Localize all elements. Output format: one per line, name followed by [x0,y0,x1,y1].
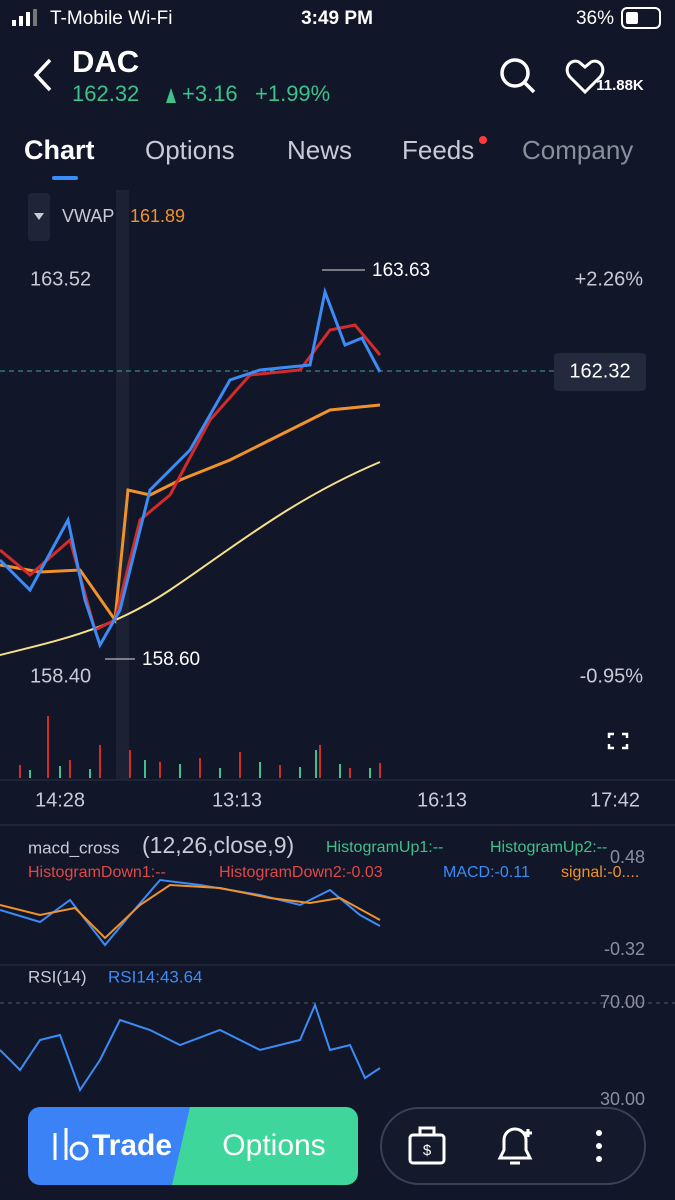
time-label: 14:28 [35,789,85,811]
rsi-name: RSI(14) [28,967,87,986]
rsi-value: RSI14:43.64 [108,967,203,986]
watchers: 11.88K [596,77,644,94]
action-pill [380,1107,646,1185]
rsi-line [0,1002,381,1093]
crosshair-band [116,190,129,780]
macd-down1: HistogramDown1:-- [28,864,166,881]
macd-line [0,878,381,947]
indicator-value: 161.89 [130,206,185,226]
signal-icon [12,9,37,26]
change: +3.16 [182,81,238,106]
up-arrow [166,88,176,103]
trough-label: 158.60 [142,649,200,670]
options-label: Options [222,1129,325,1162]
notification-dot [479,136,487,144]
trade-label: Trade [92,1129,172,1162]
trade-icon [53,1128,89,1161]
macd-params: (12,26,close,9) [142,832,294,858]
peak-label: 163.63 [372,260,430,281]
search-button[interactable] [500,58,536,94]
battery-pct: 36% [576,8,614,29]
macd-signal: signal:-0.... [561,864,639,881]
tab[interactable]: Options [145,135,235,165]
tab[interactable]: Company [522,135,633,165]
watch-button[interactable] [565,59,605,95]
volume-bars [19,716,381,778]
vwap-line [0,403,381,625]
indicator-name: VWAP [62,206,114,226]
time-label: 17:42 [590,789,640,811]
trade-button[interactable] [28,1107,218,1185]
high-pct: +2.26% [575,268,644,290]
battery-level [626,12,638,24]
tab[interactable]: News [287,135,352,165]
change-pct: +1.99% [255,81,330,106]
price: 162.32 [72,81,139,106]
price-line [0,286,382,649]
last-price: 162.32 [569,360,630,382]
options-button[interactable] [172,1107,358,1185]
carrier: T-Mobile Wi-Fi [50,8,172,29]
more-button[interactable] [596,1130,602,1162]
ma-line [0,461,381,656]
macd-top: 0.48 [610,847,645,867]
fullscreen-button[interactable] [607,732,629,750]
macd-down2: HistogramDown2:-0.03 [219,864,383,881]
macd-up2: HistogramUp2:-- [490,839,607,856]
low-label: 158.40 [30,665,91,687]
time-label: 13:13 [212,789,262,811]
macd-value: MACD:-0.11 [443,864,530,881]
back-button[interactable] [33,58,52,92]
high-label: 163.52 [30,268,91,290]
time-label: 16:13 [417,789,467,811]
battery-icon [621,7,661,29]
tab-indicator [52,176,78,180]
clock: 3:49 PM [301,8,373,29]
tab[interactable]: Chart [24,135,95,165]
signal-line [0,883,381,940]
dropdown-arrow [34,213,44,220]
svg-text:$: $ [423,1142,432,1159]
macd-name: macd_cross [28,838,120,857]
ema-line [0,323,382,633]
alert-button[interactable] [497,1127,533,1165]
rsi-bottom: 30.00 [600,1089,645,1109]
symbol: DAC [72,44,139,79]
last-price-box [554,353,646,391]
macd-bottom: -0.32 [604,939,645,959]
rsi-top: 70.00 [600,992,645,1012]
tab[interactable]: Feeds [402,135,474,165]
macd-up1: HistogramUp1:-- [326,839,443,856]
low-pct: -0.95% [580,665,644,687]
cash-button[interactable]: $ [408,1126,446,1165]
